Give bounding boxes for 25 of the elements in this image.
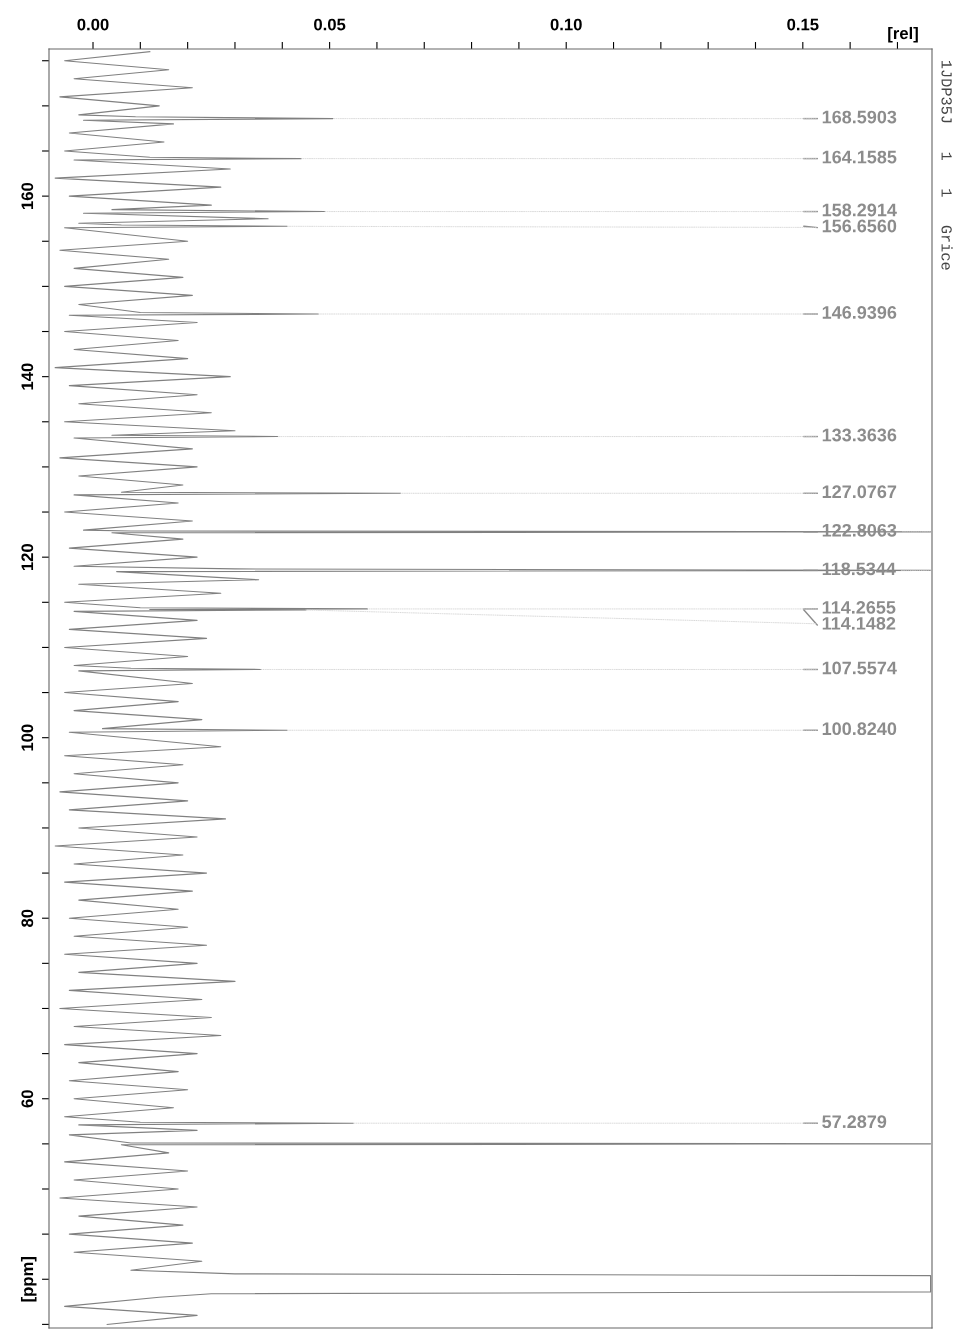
x-tick-label: 0.10 [550,18,582,31]
y-tick-label: 100 [21,724,34,751]
text: 1JDP35J 1 1 Grice [941,60,953,270]
y-tick-label: 140 [21,363,34,390]
y-tick-label: 160 [21,182,34,209]
annotation: 146.9396 [822,306,897,319]
annotation: 164.1585 [822,150,897,164]
annotation: 114.2655 [822,600,896,614]
annotation: 114.1482 [822,616,896,630]
annotation: 100.8240 [822,722,897,736]
x-tick-label: 0.05 [314,18,346,31]
annotation: 168.5903 [822,110,897,124]
y-tick-label: 80 [21,909,34,927]
x-tick-label: 0.00 [77,18,109,31]
y-tick-label: [ppm] [20,1257,37,1302]
annotation: 57.2879 [822,1115,887,1129]
x-tick-label: 0.15 [787,18,819,31]
annotation: 133.3636 [822,428,897,442]
annotation: 127.0767 [822,485,897,499]
y-tick-label: 60 [21,1090,34,1108]
annotation: 156.6560 [822,219,897,233]
annotation: 107.5574 [822,661,897,675]
annotation: 158.2914 [822,203,897,217]
x-axis-title: [rel] [888,26,918,43]
y-tick-label: 120 [21,543,34,571]
